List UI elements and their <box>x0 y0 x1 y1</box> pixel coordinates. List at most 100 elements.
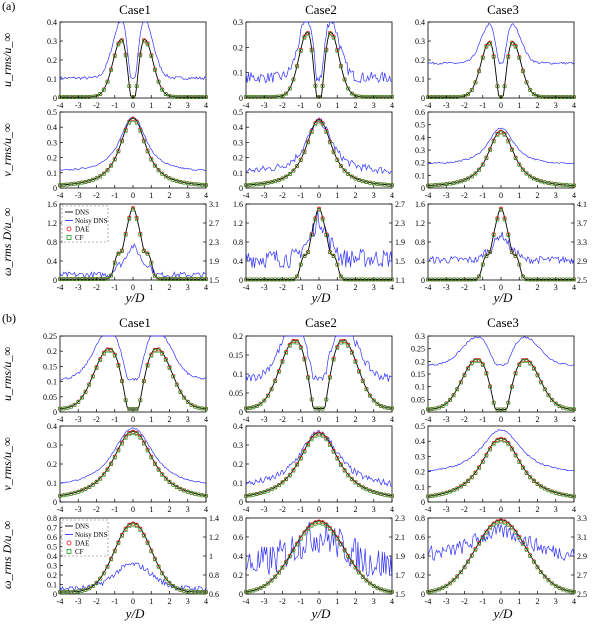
ytick-label: 0.25 <box>43 332 57 341</box>
point-cf <box>61 406 66 411</box>
point-cf <box>524 359 529 363</box>
ytick-label: 0.4 <box>47 18 57 27</box>
point-cf <box>528 277 533 282</box>
ytick-label: 0.2 <box>233 571 243 580</box>
point-cf <box>429 494 434 498</box>
panel-a-w-2: 0 0.4 0.8 1.2 1.6 1.1 1.5 1.9 2.3 2.7 -4 -3 -2 -1 0 1 2 3… <box>233 200 405 292</box>
xtick-label: 2 <box>168 597 172 606</box>
point-cf <box>273 575 278 579</box>
xtick-label: -1 <box>297 191 304 200</box>
xtick-label: 4 <box>572 191 576 200</box>
xtick-label: 0 <box>499 415 503 424</box>
point-cf <box>251 405 256 410</box>
point-cf <box>167 480 172 485</box>
point-cf <box>116 42 121 47</box>
point-cf <box>182 488 186 493</box>
point-cf <box>309 233 314 237</box>
ytick-label: 0 <box>421 276 425 285</box>
point-cf <box>87 383 91 387</box>
point-cf <box>116 541 121 546</box>
y2tick-label: 1.5 <box>209 276 219 285</box>
point-cf <box>557 492 562 496</box>
ytick-label: 0.3 <box>233 18 243 27</box>
point-cf <box>87 485 91 490</box>
xlabel-b-2: y/D <box>310 606 331 621</box>
point-cf <box>339 463 343 467</box>
point-cf <box>535 565 540 570</box>
point-cf <box>550 489 554 494</box>
ytick-label: 0.1 <box>415 483 425 492</box>
point-cf <box>477 542 481 546</box>
xtick-label: -4 <box>425 191 432 200</box>
point-cf <box>156 80 161 84</box>
point-cf <box>138 436 143 440</box>
ytick-label: 0.3 <box>47 441 57 450</box>
point-cf <box>149 353 154 358</box>
ytick-label: 0.05 <box>43 393 57 402</box>
point-cf <box>98 477 102 481</box>
ytick-label: 0.1 <box>233 370 243 379</box>
xtick-label: -1 <box>297 415 304 424</box>
xtick-label: 4 <box>390 101 394 110</box>
series-noisy-dns <box>427 23 575 65</box>
point-cf <box>517 56 522 60</box>
point-cf <box>131 431 135 436</box>
point-cf <box>561 492 565 497</box>
ytick-label: 0.5 <box>415 121 425 130</box>
point-cf <box>109 462 113 467</box>
point-cf <box>171 584 175 589</box>
point-cf <box>134 121 139 125</box>
point-cf <box>499 95 503 99</box>
point-cf <box>127 84 132 88</box>
point-cf <box>149 549 154 554</box>
point-cf <box>182 95 186 99</box>
point-cf <box>309 523 314 528</box>
point-cf <box>390 590 394 594</box>
xtick-label: 3 <box>372 597 376 606</box>
y2tick-label: 1.5 <box>395 257 405 266</box>
xtick-label: 3 <box>186 505 190 514</box>
point-cf <box>94 94 99 98</box>
xtick-label: 2 <box>354 415 358 424</box>
point-cf <box>553 401 558 406</box>
point-cf <box>149 157 154 162</box>
point-cf <box>160 571 164 576</box>
xtick-label: 1 <box>335 191 339 200</box>
point-cf <box>390 95 394 99</box>
col-title-a-3: Case3 <box>487 2 519 17</box>
panel-a-w-3: 0 0.4 0.8 1.2 1.6 2.5 2.9 3.3 3.7 4.1 -4 -3 -2 -1 0 1 2 3… <box>415 200 587 292</box>
point-cf <box>360 575 365 579</box>
point-cf <box>76 589 81 594</box>
point-cf <box>466 92 470 96</box>
point-cf <box>306 527 310 532</box>
series-dns <box>245 432 393 497</box>
point-cf <box>469 554 474 558</box>
point-cf <box>364 95 369 99</box>
point-cf <box>564 95 569 99</box>
point-cf <box>561 587 565 592</box>
point-cf <box>284 174 288 179</box>
point-cf <box>87 586 91 591</box>
point-cf <box>572 183 576 188</box>
xtick-label: 3 <box>554 191 558 200</box>
legend-label: DNS <box>75 523 89 531</box>
point-cf <box>513 371 518 376</box>
ytick-label: 0.2 <box>47 154 57 163</box>
ytick-label: 0 <box>421 184 425 193</box>
series-noisy-dns <box>59 335 207 381</box>
y2tick-label: 1.9 <box>395 238 405 247</box>
point-cf <box>335 346 340 351</box>
plot-frame <box>245 21 393 99</box>
point-cf <box>469 277 474 282</box>
point-cf <box>360 379 365 384</box>
point-cf <box>521 69 525 73</box>
point-cf <box>80 395 84 400</box>
y2tick-label: 2.3 <box>395 219 405 228</box>
point-cf <box>390 183 394 187</box>
point-cf <box>444 277 449 282</box>
point-cf <box>149 261 154 265</box>
xtick-label: 2 <box>536 505 540 514</box>
point-cf <box>557 182 562 187</box>
y2tick-label: 2.7 <box>209 219 219 228</box>
